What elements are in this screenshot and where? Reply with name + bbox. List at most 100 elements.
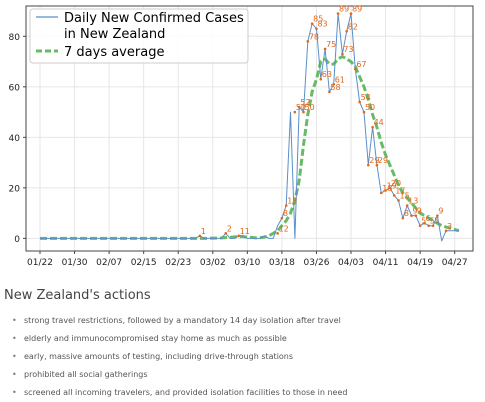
legend-label-daily: Daily New Confirmed Cases in New Zealand xyxy=(64,11,248,42)
data-point-marker xyxy=(336,12,340,15)
data-point-marker xyxy=(280,216,284,220)
legend-label-daily-line1: Daily New Confirmed Cases xyxy=(64,11,244,26)
list-item: strong travel restrictions, followed by … xyxy=(4,312,480,330)
data-label: 17 xyxy=(395,186,405,195)
data-label: 29 xyxy=(378,156,388,165)
legend-box xyxy=(29,8,249,64)
legend: Daily New Confirmed Cases in New Zealand… xyxy=(29,8,249,64)
list-item: prohibited all social gatherings xyxy=(4,366,480,384)
data-label: 13 xyxy=(287,197,297,206)
data-point-marker xyxy=(328,90,331,94)
data-label: 82 xyxy=(348,22,358,31)
data-point-marker xyxy=(384,189,387,192)
data-label: 8 xyxy=(404,209,409,218)
data-point-marker xyxy=(371,125,374,129)
data-label: 54 xyxy=(361,93,371,102)
y-tick-label: 20 xyxy=(9,184,21,194)
data-point-marker xyxy=(423,221,426,225)
data-label: 9 xyxy=(438,207,443,216)
data-label: 78 xyxy=(309,32,319,41)
x-tick-label: 03/02 xyxy=(200,258,226,268)
plot-area-frame xyxy=(25,5,474,252)
data-point-marker xyxy=(276,232,279,235)
data-label: 12 xyxy=(279,224,289,233)
x-tick-label: 04/19 xyxy=(407,258,433,268)
data-label: 73 xyxy=(343,45,353,54)
data-point-marker xyxy=(284,204,288,207)
covid-cases-chart: 0 20 40 60 80 01/22 01/30 02/07 02/15 02/23 03/02… xyxy=(9,5,474,268)
data-point-marker xyxy=(306,40,310,43)
section-heading: New Zealand's actions xyxy=(4,288,151,303)
data-label: 50 xyxy=(296,103,306,112)
data-label: 44 xyxy=(374,118,384,127)
data-label: 11 xyxy=(240,227,250,236)
data-label: 19 xyxy=(387,181,397,190)
list-item: elderly and immunocompromised stay home … xyxy=(4,330,480,348)
data-point-marker xyxy=(349,12,353,15)
data-point-marker xyxy=(362,110,366,114)
data-point-marker xyxy=(319,77,323,81)
y-tick-label: 0 xyxy=(14,235,20,245)
data-point-marker xyxy=(354,67,357,71)
x-axis: 01/22 01/30 02/07 02/15 02/23 03/02 03/10 03/18… xyxy=(27,251,468,268)
data-label: 5 xyxy=(434,217,439,226)
data-label: 50 xyxy=(365,103,375,112)
y-tick-label: 80 xyxy=(9,33,21,43)
list-item: screened all incoming travelers, and pro… xyxy=(4,384,480,402)
data-label: 52 xyxy=(300,98,310,107)
data-label: 2 xyxy=(227,224,232,233)
data-point-marker xyxy=(224,232,228,235)
data-label: 5 xyxy=(430,217,435,226)
y-tick-label: 40 xyxy=(9,134,21,144)
data-point-marker xyxy=(358,100,361,104)
x-tick-label: 03/26 xyxy=(303,258,329,268)
data-label: 75 xyxy=(326,40,336,49)
data-label: 3 xyxy=(447,222,452,231)
data-point-marker xyxy=(397,199,400,202)
data-label: 15 xyxy=(400,191,410,200)
data-label: 20 xyxy=(391,179,401,188)
data-label: 89 xyxy=(352,5,362,14)
data-point-marker xyxy=(436,214,439,217)
data-point-marker xyxy=(392,194,396,197)
data-point-marker xyxy=(375,163,379,167)
x-tick-label: 04/11 xyxy=(373,258,399,268)
legend-label-daily-line2: in New Zealand xyxy=(64,27,165,42)
data-point-marker xyxy=(401,216,405,220)
data-labels: 1 2 11 128135052507885836375586189738289675… xyxy=(198,5,452,238)
x-tick-label: 04/03 xyxy=(338,258,364,268)
y-tick-label: 60 xyxy=(9,83,21,93)
data-point-marker xyxy=(297,105,301,109)
x-tick-label: 03/10 xyxy=(234,258,260,268)
x-tick-label: 04/27 xyxy=(442,258,468,268)
data-point-marker xyxy=(341,52,344,56)
data-point-marker xyxy=(410,214,413,217)
x-tick-label: 01/22 xyxy=(27,258,53,268)
data-point-marker xyxy=(427,224,431,228)
data-label: 1 xyxy=(201,227,206,236)
data-label: 29 xyxy=(369,156,379,165)
data-label: 67 xyxy=(356,60,366,69)
data-label: 8 xyxy=(283,209,288,218)
data-point-marker xyxy=(293,110,297,114)
data-point-marker xyxy=(237,234,241,238)
data-point-marker xyxy=(379,191,383,195)
x-tick-label: 02/07 xyxy=(96,258,122,268)
data-point-marker xyxy=(414,214,418,217)
series-line-7-day-average xyxy=(40,55,460,240)
data-label: 18 xyxy=(382,184,392,193)
data-label: 9 xyxy=(412,207,417,216)
x-tick-label: 02/15 xyxy=(131,258,157,268)
data-label: 6 xyxy=(425,214,430,223)
data-point-marker xyxy=(418,224,422,228)
data-label: 83 xyxy=(317,20,327,29)
data-point-marker xyxy=(310,22,314,25)
data-point-marker xyxy=(332,82,336,86)
data-label: 63 xyxy=(322,70,332,79)
list-item: early, massive amounts of testing, inclu… xyxy=(4,348,480,366)
data-label: 9 xyxy=(417,207,422,216)
data-point-marker xyxy=(431,224,435,228)
data-label: 50 xyxy=(304,103,314,112)
data-label: 89 xyxy=(339,5,349,14)
data-label: 85 xyxy=(313,15,323,24)
